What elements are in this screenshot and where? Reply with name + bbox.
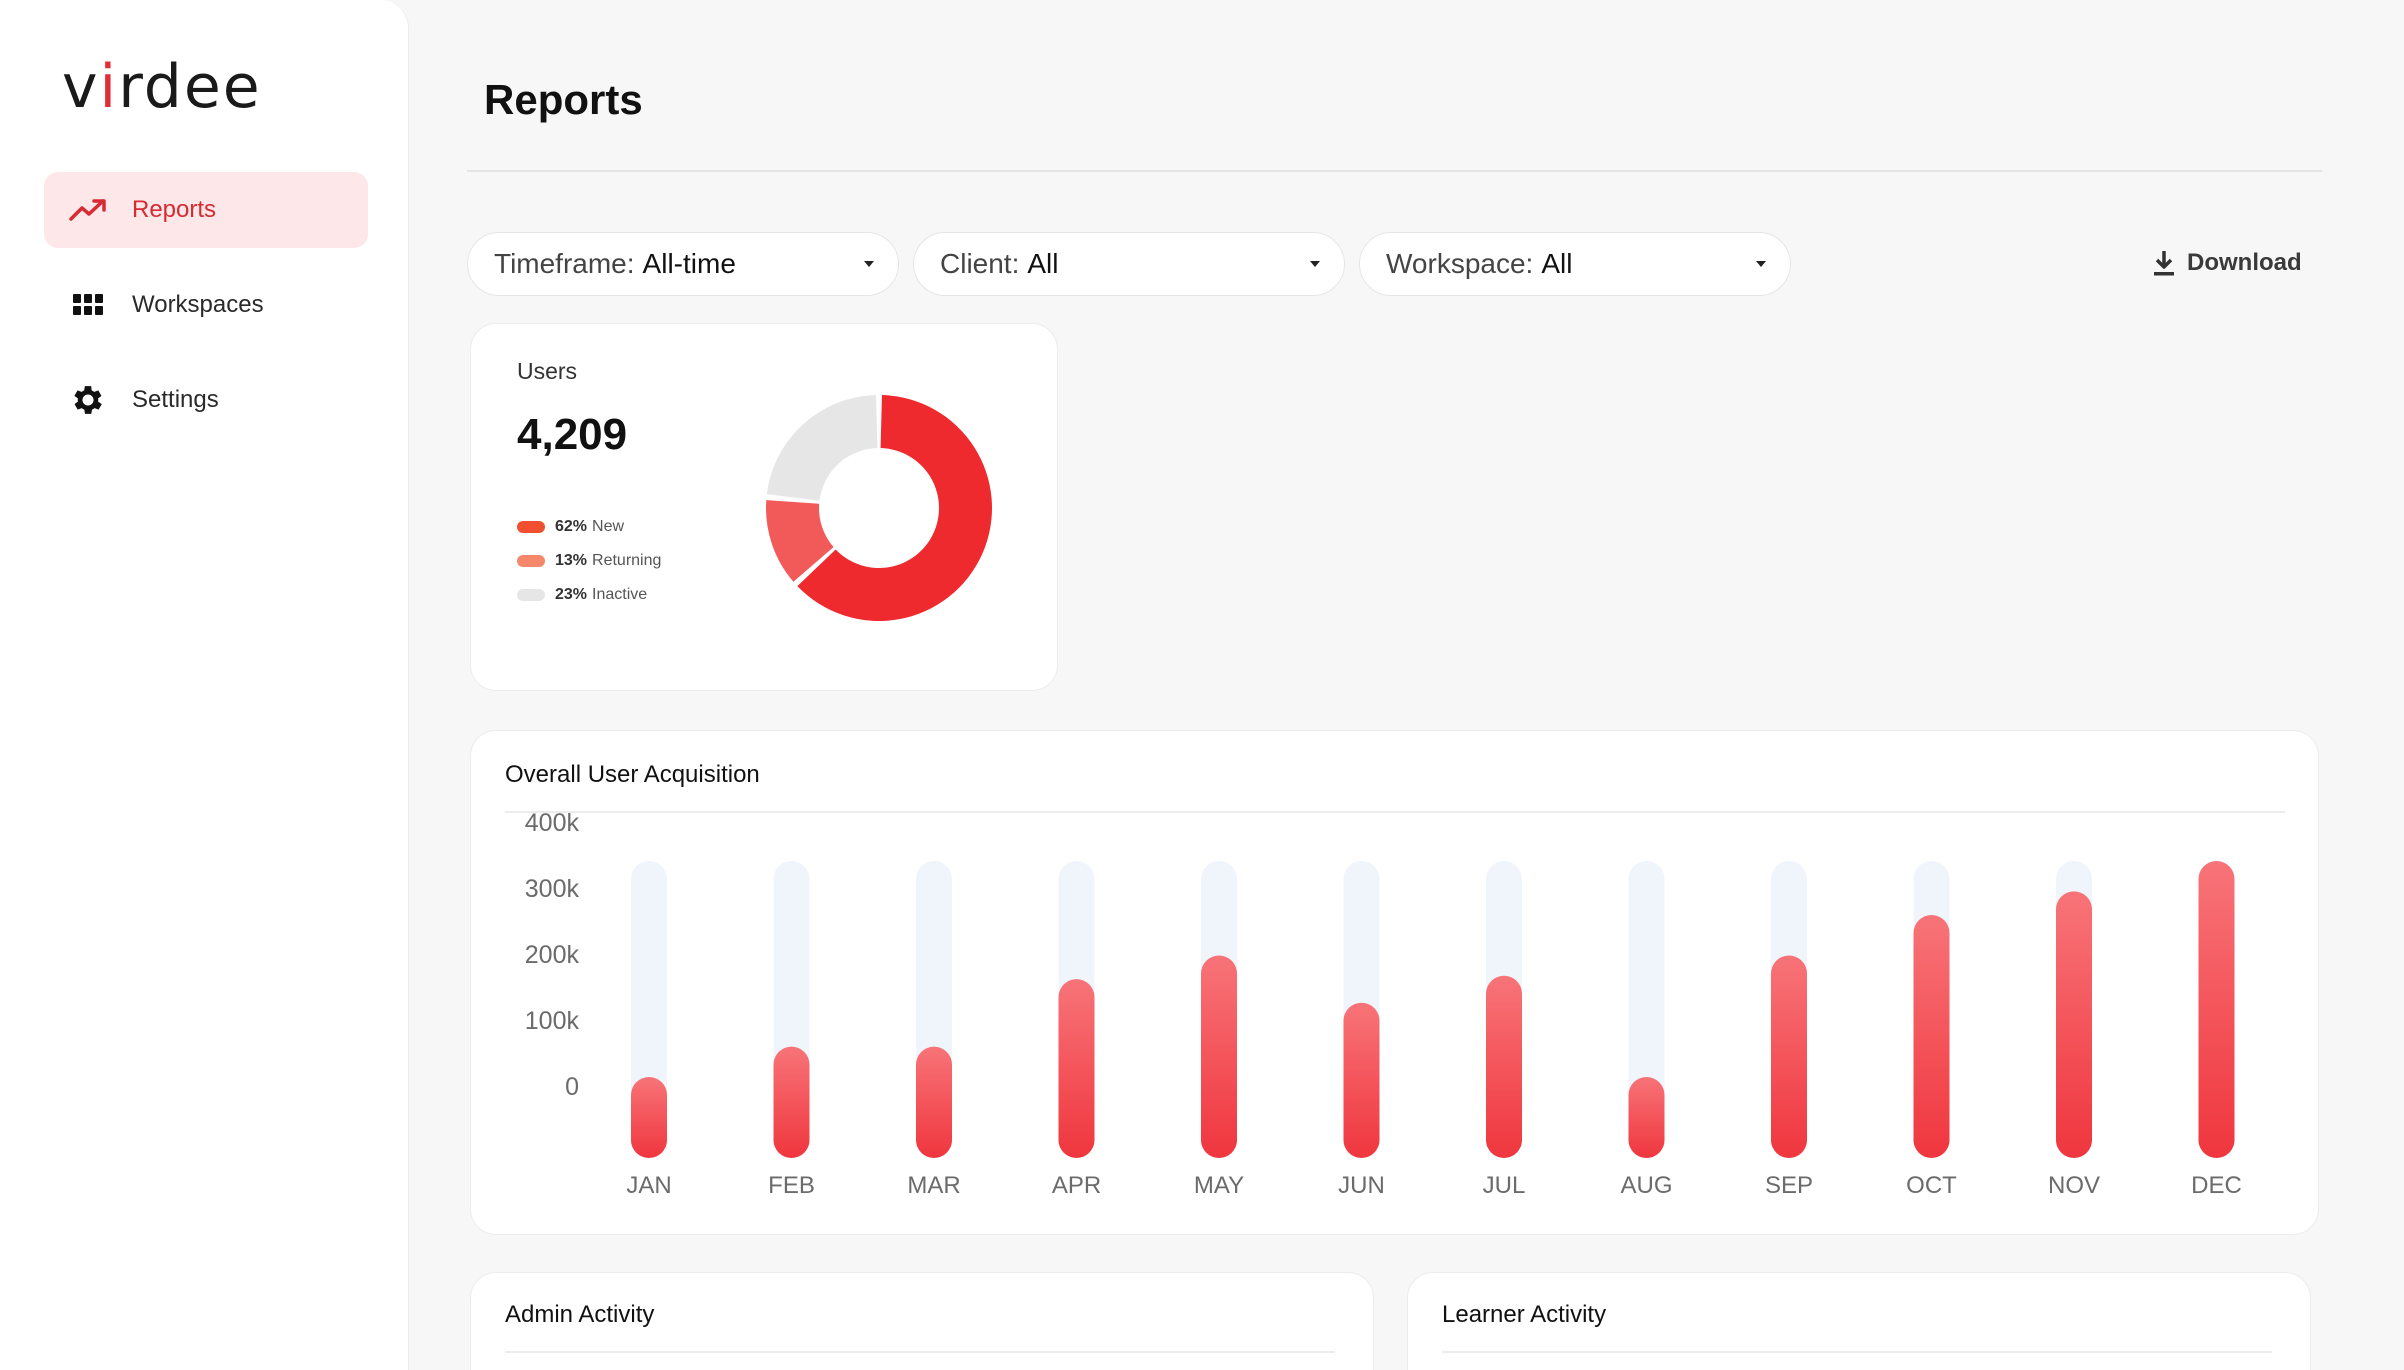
- learner-activity-card: Learner Activity: [1407, 1272, 2311, 1370]
- divider: [505, 811, 2285, 813]
- sidebar-item-settings[interactable]: Settings: [44, 362, 368, 438]
- legend-pct: 13%: [555, 552, 588, 569]
- gear-icon: [68, 380, 108, 420]
- legend-pct: 62%: [555, 518, 588, 535]
- x-tick-label: JUL: [1483, 1172, 1526, 1199]
- logo-text-rest: rdee: [118, 52, 262, 122]
- learner-activity-title: Learner Activity: [1442, 1301, 1607, 1328]
- y-tick-label: 0: [565, 1073, 579, 1101]
- bar-sep[interactable]: [1771, 955, 1807, 1159]
- caret-down-icon: [1756, 261, 1766, 267]
- client-select[interactable]: Client: All: [913, 232, 1345, 296]
- donut-slice-new: [797, 395, 992, 621]
- admin-activity-title: Admin Activity: [505, 1301, 655, 1328]
- bar-jun[interactable]: [1343, 1002, 1380, 1158]
- sidebar-item-label: Workspaces: [132, 291, 264, 318]
- x-tick-label: MAR: [907, 1172, 960, 1199]
- workspace-label: Workspace:: [1386, 248, 1534, 279]
- sidebar-nav: Reports Workspaces Settings: [44, 172, 368, 457]
- users-card-title: Users: [517, 358, 578, 384]
- legend-item: 13% Returning: [517, 544, 661, 578]
- x-tick-label: MAY: [1194, 1172, 1244, 1199]
- legend-pct: 23%: [555, 586, 588, 603]
- x-tick-label: AUG: [1620, 1172, 1672, 1199]
- bar-may[interactable]: [1201, 955, 1237, 1159]
- page-title: Reports: [484, 76, 643, 123]
- grid-icon: [68, 285, 108, 325]
- bar-jan[interactable]: [631, 1077, 667, 1158]
- caret-down-icon: [864, 261, 874, 267]
- donut-slice-returning: [766, 500, 834, 582]
- sidebar-item-workspaces[interactable]: Workspaces: [44, 267, 368, 343]
- download-button[interactable]: Download: [2153, 238, 2302, 288]
- x-tick-label: FEB: [768, 1172, 815, 1199]
- caret-down-icon: [1310, 261, 1320, 267]
- y-tick-label: 200k: [525, 941, 580, 969]
- bar-apr[interactable]: [1058, 979, 1095, 1158]
- admin-activity-card: Admin Activity: [470, 1272, 1374, 1370]
- users-count: 4,209: [517, 410, 628, 459]
- bar-dec[interactable]: [2198, 861, 2235, 1158]
- bar-aug[interactable]: [1628, 1077, 1665, 1158]
- x-tick-label: APR: [1052, 1172, 1101, 1199]
- bar-oct[interactable]: [1913, 915, 1950, 1158]
- bar-feb[interactable]: [773, 1046, 810, 1158]
- legend-swatch: [517, 589, 545, 601]
- legend-swatch: [517, 555, 545, 567]
- x-tick-label: NOV: [2048, 1172, 2100, 1199]
- filter-bar: Timeframe: All-time Client: All Workspac…: [467, 232, 1791, 296]
- users-legend: 62% New 13% Returning 23% Inactive: [517, 510, 661, 612]
- bar-jul[interactable]: [1486, 975, 1522, 1158]
- users-donut-chart: [766, 395, 992, 621]
- timeframe-label: Timeframe:: [494, 248, 635, 279]
- timeframe-value: All-time: [642, 248, 736, 279]
- legend-item: 23% Inactive: [517, 578, 661, 612]
- trending-up-icon: [68, 190, 108, 230]
- workspace-value: All: [1541, 248, 1573, 279]
- legend-label: New: [592, 518, 625, 535]
- sidebar: virdee Reports Workspaces Settings: [0, 0, 409, 1370]
- divider: [1442, 1351, 2272, 1353]
- users-card: Users 4,209 62% New 13% Returning 23% In…: [470, 323, 1058, 691]
- logo-text-prefix: v: [62, 52, 100, 122]
- bar-mar[interactable]: [916, 1046, 952, 1158]
- client-label: Client:: [940, 248, 1020, 279]
- client-value: All: [1027, 248, 1059, 279]
- bar-nov[interactable]: [2056, 891, 2092, 1158]
- x-tick-label: JUN: [1338, 1172, 1385, 1199]
- sidebar-item-label: Settings: [132, 386, 219, 413]
- legend-swatch: [517, 521, 545, 533]
- y-tick-label: 400k: [525, 809, 580, 837]
- timeframe-select[interactable]: Timeframe: All-time: [467, 232, 899, 296]
- acquisition-card: Overall User Acquisition 400k 300k 200k 100…: [470, 730, 2319, 1235]
- sidebar-item-label: Reports: [132, 196, 217, 223]
- divider: [505, 1351, 1335, 1353]
- x-tick-label: SEP: [1765, 1172, 1813, 1199]
- x-tick-label: JAN: [626, 1172, 671, 1199]
- legend-label: Inactive: [592, 586, 648, 603]
- download-label: Download: [2187, 249, 2302, 276]
- y-tick-label: 300k: [525, 875, 580, 903]
- workspace-select[interactable]: Workspace: All: [1359, 232, 1791, 296]
- legend-item: 62% New: [517, 510, 661, 544]
- x-tick-label: OCT: [1906, 1172, 1957, 1199]
- x-tick-label: DEC: [2191, 1172, 2242, 1199]
- divider: [467, 170, 2322, 172]
- download-icon: [2153, 249, 2175, 277]
- acquisition-title: Overall User Acquisition: [505, 761, 760, 788]
- sidebar-item-reports[interactable]: Reports: [44, 172, 368, 248]
- legend-label: Returning: [592, 552, 662, 569]
- acquisition-bar-chart: 400k 300k 200k 100k 0 JAN FEB MAR APR MAY JUN JUL AU…: [525, 809, 2242, 1199]
- y-tick-label: 100k: [525, 1007, 580, 1035]
- brand-logo[interactable]: virdee: [62, 52, 262, 122]
- logo-text-accent: i: [99, 52, 119, 122]
- donut-slice-inactive: [766, 395, 878, 501]
